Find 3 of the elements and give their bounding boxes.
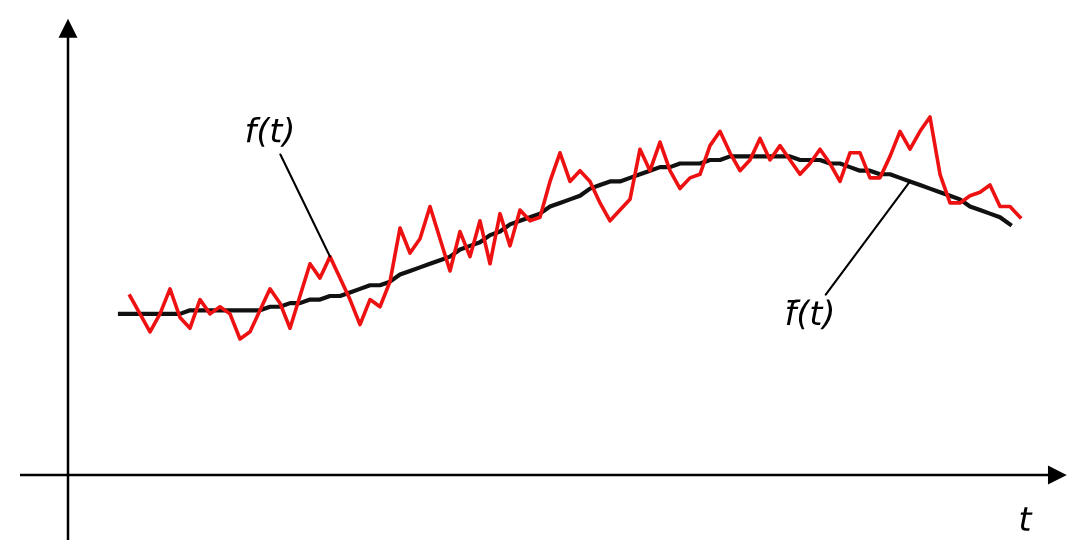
x-axis-title: t	[1020, 507, 1033, 531]
annotation: f(t)	[246, 116, 293, 147]
annotation: f̄(t)	[786, 299, 833, 330]
